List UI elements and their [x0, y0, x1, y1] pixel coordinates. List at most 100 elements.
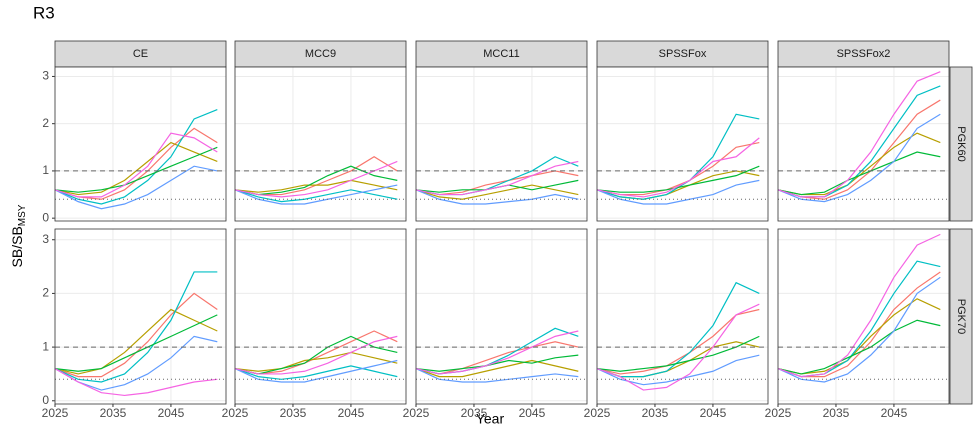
- panel-border: [234, 66, 407, 222]
- panel-background: [597, 67, 768, 221]
- series-line: [54, 271, 218, 383]
- series-line: [234, 365, 398, 380]
- y-tick-label: 2: [42, 286, 49, 300]
- panel-background: [55, 229, 226, 404]
- series-line: [596, 281, 760, 378]
- series-line: [777, 276, 941, 383]
- x-tick-label: 2035: [461, 406, 488, 420]
- x-tick-label: 2025: [584, 406, 611, 420]
- series-line: [415, 189, 579, 205]
- panel-border: [415, 66, 588, 222]
- series-line: [234, 165, 398, 196]
- y-tick-label: 1: [42, 339, 49, 353]
- x-tick-label: 2025: [403, 406, 430, 420]
- x-tick-label: 2035: [642, 406, 669, 420]
- series-line: [234, 189, 398, 203]
- series-line: [596, 303, 760, 391]
- x-tick-label: 2035: [280, 406, 307, 420]
- series-line: [54, 165, 218, 210]
- y-axis-title-main: SB/SB: [9, 226, 25, 267]
- x-tick-label: 2035: [100, 406, 127, 420]
- panel-border: [415, 228, 588, 405]
- series-line: [596, 165, 760, 193]
- series-line: [234, 179, 398, 193]
- series-line: [596, 137, 760, 198]
- x-tick-label: 2035: [823, 406, 850, 420]
- row-strip: [949, 66, 973, 222]
- panel-border: [54, 66, 227, 222]
- y-axis-title-sub: MSY: [17, 204, 28, 226]
- x-tick-label: 2045: [881, 406, 908, 420]
- series-line: [234, 359, 398, 383]
- panel-border: [777, 66, 950, 222]
- series-line: [777, 319, 941, 375]
- panel-background: [778, 67, 949, 221]
- panel-background: [55, 67, 226, 221]
- panel-border: [596, 228, 769, 405]
- series-line: [415, 160, 579, 196]
- panel-border: [777, 228, 950, 405]
- series-line: [415, 330, 579, 375]
- y-tick-label: 0: [42, 393, 49, 407]
- panel-background: [235, 229, 406, 404]
- y-tick-label: 0: [42, 210, 49, 224]
- column-strip: [596, 40, 769, 68]
- y-axis-title: SB/SBMSY: [9, 204, 28, 267]
- panel-background: [416, 229, 587, 404]
- y-tick-label: 1: [42, 163, 49, 177]
- column-strip: [777, 40, 950, 68]
- column-strip-label: MCC9: [305, 48, 336, 60]
- x-tick-label: 2025: [42, 406, 69, 420]
- row-strip: [949, 228, 973, 405]
- series-line: [54, 308, 218, 375]
- series-line: [54, 146, 218, 193]
- series-line: [415, 184, 579, 200]
- series-line: [54, 314, 218, 372]
- series-line: [234, 184, 398, 205]
- series-line: [777, 113, 941, 203]
- series-line: [415, 354, 579, 372]
- panel-background: [416, 67, 587, 221]
- series-line: [415, 359, 579, 378]
- series-line: [54, 368, 218, 397]
- panel-background: [597, 229, 768, 404]
- column-strip-label: SPSSFox2: [837, 48, 891, 60]
- series-line: [596, 179, 760, 205]
- series-line: [234, 351, 398, 372]
- y-tick-label: 3: [42, 69, 49, 83]
- y-tick-label: 3: [42, 232, 49, 246]
- series-line: [415, 368, 579, 383]
- y-tick-label: 2: [42, 116, 49, 130]
- series-line: [777, 151, 941, 196]
- series-line: [777, 71, 941, 198]
- series-line: [777, 233, 941, 378]
- series-line: [596, 335, 760, 372]
- column-strip-label: CE: [133, 48, 148, 60]
- series-line: [596, 354, 760, 386]
- series-line: [234, 160, 398, 198]
- x-tick-label: 2025: [765, 406, 792, 420]
- panel-border: [54, 228, 227, 405]
- row-strip-label: PGK70: [955, 299, 967, 334]
- column-strip-label: SPSSFox: [659, 48, 707, 60]
- chart-title: R3: [33, 3, 55, 22]
- panel-background: [778, 229, 949, 404]
- column-strip: [54, 40, 227, 68]
- series-line: [596, 308, 760, 375]
- x-tick-label: 2045: [519, 406, 546, 420]
- x-tick-label: 2025: [222, 406, 249, 420]
- series-line: [54, 108, 218, 205]
- series-line: [234, 335, 398, 375]
- series-line: [234, 335, 398, 375]
- panel-border: [234, 228, 407, 405]
- x-tick-label: 2045: [700, 406, 727, 420]
- series-line: [54, 132, 218, 198]
- column-strip: [415, 40, 588, 68]
- x-tick-label: 2045: [338, 406, 365, 420]
- x-tick-label: 2045: [158, 406, 185, 420]
- x-axis-title: Year: [476, 411, 505, 427]
- row-strip-label: PGK60: [955, 126, 967, 161]
- column-strip-label: MCC11: [483, 48, 519, 60]
- panel-border: [596, 66, 769, 222]
